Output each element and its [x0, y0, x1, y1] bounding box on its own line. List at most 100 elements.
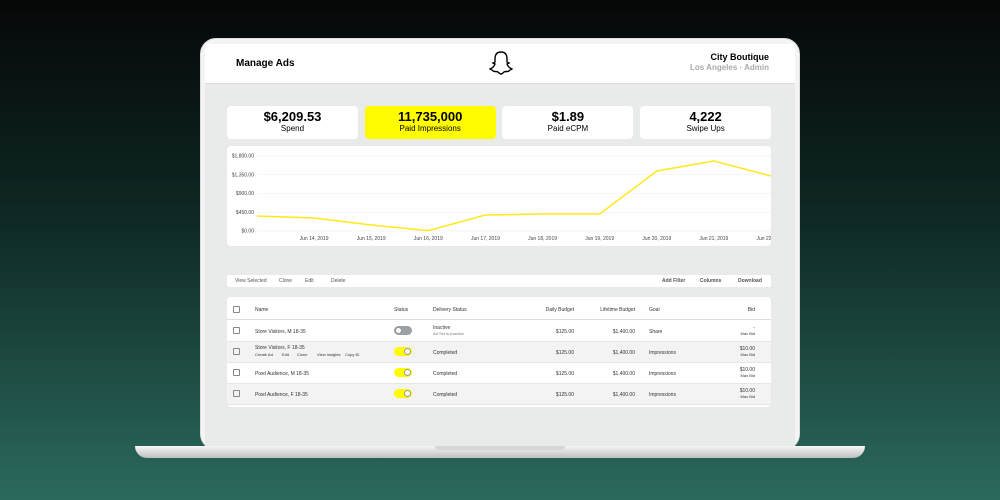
- toolbar-button[interactable]: View Selected: [235, 278, 267, 284]
- y-tick-label: $0.00: [241, 229, 254, 235]
- toolbar-button[interactable]: Add Filter: [662, 278, 686, 284]
- stat-value: 4,222: [689, 109, 722, 124]
- x-tick-label: Jun 21, 2019: [699, 236, 728, 242]
- column-header: Bid: [747, 307, 755, 313]
- goal: Impressions: [649, 392, 676, 398]
- lifetime-budget: $1,400.00: [612, 350, 635, 356]
- delivery-status: Completed: [433, 371, 458, 377]
- checkbox[interactable]: [233, 348, 240, 355]
- stat-value: $6,209.53: [263, 109, 322, 124]
- lifetime-budget: $1,400.00: [612, 371, 635, 377]
- stat-value: $1.89: [551, 109, 585, 124]
- stat-card[interactable]: $1.89 Paid eCPM: [502, 106, 634, 139]
- daily-budget: $125.00: [555, 350, 574, 356]
- row-action[interactable]: Edit: [282, 352, 289, 357]
- row-rule: [227, 383, 771, 384]
- row-action[interactable]: Copy ID: [345, 352, 360, 357]
- row-action[interactable]: View Insights: [317, 352, 341, 357]
- x-tick-label: Jun 14, 2019: [300, 236, 329, 242]
- delivery-status: Inactive: [433, 325, 451, 331]
- row-name[interactable]: Store Visitors, F 18-35: [255, 345, 305, 351]
- lifetime-budget: $1,400.00: [612, 329, 635, 335]
- row-action[interactable]: Clone: [297, 352, 308, 357]
- chart-card: $0.00 $450.00 $900.00 $1,350.00 $1,800.00 Jun…: [227, 146, 786, 246]
- header-rule: [227, 319, 771, 320]
- x-tick-label: Jun 22, 2019: [757, 236, 771, 242]
- stat-label: Paid Impressions: [399, 124, 461, 133]
- stat-card[interactable]: 11,735,000 Paid Impressions: [364, 106, 496, 139]
- stat-label: Paid eCPM: [547, 124, 589, 133]
- column-header: Lifetime Budget: [600, 307, 635, 313]
- status-toggle[interactable]: [394, 368, 412, 377]
- bid: -: [753, 325, 755, 331]
- toolbar-button[interactable]: Clone: [279, 278, 293, 284]
- row-rule: [227, 404, 771, 405]
- y-tick-label: $1,350.00: [232, 172, 254, 178]
- stat-card[interactable]: 4,222 Swipe Ups: [640, 106, 772, 139]
- bid-note: Max Bid: [740, 394, 755, 399]
- bid: $10.00: [739, 388, 755, 394]
- bid-note: Max Bid: [740, 352, 755, 357]
- x-tick-label: Jun 16, 2019: [414, 236, 443, 242]
- status-toggle[interactable]: [394, 326, 412, 335]
- delivery-status: Completed: [433, 350, 458, 356]
- toggle-knob: [395, 327, 402, 334]
- toolbar-button[interactable]: Download: [738, 278, 762, 284]
- status-toggle[interactable]: [394, 347, 412, 356]
- row-name[interactable]: Store Visitors, M 18-35: [255, 329, 306, 335]
- goal: Impressions: [649, 350, 676, 356]
- stat-label: Spend: [280, 124, 305, 133]
- toolbar-button[interactable]: Delete: [331, 278, 346, 284]
- x-tick-label: Jun 15, 2019: [357, 236, 386, 242]
- checkbox[interactable]: [233, 390, 240, 397]
- lifetime-budget: $1,400.00: [612, 392, 635, 398]
- page-title: Manage Ads: [236, 58, 295, 69]
- line: [256, 160, 772, 232]
- y-tick-label: $900.00: [236, 191, 254, 197]
- x-tick-label: Jun 19, 2019: [585, 236, 614, 242]
- daily-budget: $125.00: [555, 371, 574, 377]
- column-header: Goal: [649, 307, 660, 313]
- laptop-base: [135, 446, 865, 458]
- toggle-knob: [404, 369, 411, 376]
- row-action[interactable]: Create Ad: [255, 352, 273, 357]
- screen: Manage Ads City Boutique Los Angeles · A…: [205, 44, 795, 446]
- goal: Share: [649, 329, 663, 335]
- account-role: Los Angeles · Admin: [690, 63, 769, 72]
- daily-budget: $125.00: [555, 392, 574, 398]
- ads-table: Name Status Delivery Status Daily Budget Lif…: [227, 297, 771, 407]
- toolbar-button[interactable]: Columns: [700, 278, 722, 284]
- stat-value: 11,735,000: [398, 109, 463, 124]
- toggle-knob: [404, 348, 411, 355]
- bid-note: Max Bid: [740, 331, 755, 336]
- status-toggle[interactable]: [394, 389, 412, 398]
- chart: $0.00 $450.00 $900.00 $1,350.00 $1,800.00 Jun…: [232, 154, 786, 243]
- x-tick-label: Jun 18, 2019: [528, 236, 557, 242]
- stat-label: Swipe Ups: [686, 124, 725, 133]
- row-highlight: [227, 342, 771, 362]
- row-name[interactable]: Pixel Audience, F 18-35: [255, 392, 308, 398]
- row-rule: [227, 362, 771, 363]
- toolbar-button[interactable]: Edit: [305, 278, 314, 284]
- delivery-note: Ad Set is Inactive: [433, 331, 464, 336]
- bid: $10.00: [739, 346, 755, 352]
- delivery-status: Completed: [433, 392, 458, 398]
- bid: $10.00: [739, 367, 755, 373]
- checkbox[interactable]: [233, 327, 240, 334]
- row-name[interactable]: Pixel Audience, M 18-35: [255, 371, 309, 377]
- y-tick-label: $450.00: [236, 210, 254, 216]
- x-tick-label: Jun 17, 2019: [471, 236, 500, 242]
- bid-note: Max Bid: [740, 373, 755, 378]
- column-header: Daily Budget: [545, 307, 574, 313]
- logo[interactable]: [489, 50, 513, 78]
- column-header: Name: [255, 307, 269, 313]
- x-tick-label: Jun 20, 2019: [642, 236, 671, 242]
- column-header: Status: [394, 307, 409, 313]
- checkbox[interactable]: [233, 369, 240, 376]
- row-highlight: [227, 384, 771, 404]
- daily-budget: $125.00: [555, 329, 574, 335]
- toolbar: View Selected Clone Edit Delete Add Filter Co…: [227, 275, 771, 287]
- checkbox[interactable]: [233, 306, 240, 313]
- stat-card[interactable]: $6,209.53 Spend: [227, 106, 358, 139]
